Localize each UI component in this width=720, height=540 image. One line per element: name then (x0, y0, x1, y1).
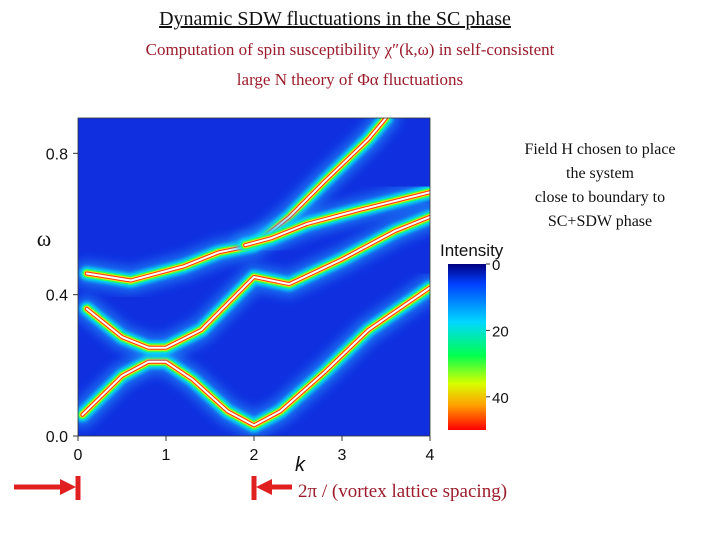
band-3 (232, 179, 430, 259)
spectral-bands (78, 118, 430, 436)
colorbar (448, 264, 486, 430)
y-axis-label: ω (37, 226, 51, 251)
x-tick-label: 2 (250, 447, 259, 464)
note-line: Field H chosen to place (524, 141, 676, 158)
x-axis: 0 1 2 3 4 (74, 436, 435, 464)
x-tick-label: 3 (338, 447, 347, 464)
y-tick-label: 0.0 (46, 429, 68, 446)
right-arrow (251, 476, 292, 500)
y-axis: 0.0 0.4 0.8 (46, 146, 78, 446)
x-axis-label: k (295, 454, 306, 476)
note-line: the system (566, 165, 634, 182)
slide-title: Dynamic SDW fluctuations in the SC phase (159, 8, 511, 30)
colorbar-tick-label: 40 (492, 390, 509, 407)
x-tick-label: 4 (426, 447, 435, 464)
left-arrow (14, 476, 81, 500)
band-0 (78, 274, 430, 436)
band-1 (78, 203, 430, 361)
x-tick-label: 0 (74, 447, 83, 464)
y-tick-label: 0.4 (46, 288, 68, 305)
vortex-spacing-label: 2π / (vortex lattice spacing) (298, 481, 507, 502)
note-line: SC+SDW phase (547, 213, 653, 230)
subtitle-line-2: large N theory of Φα fluctuations (236, 70, 464, 89)
x-tick-label: 1 (162, 447, 171, 464)
colorbar-ticks: 0 20 40 (486, 257, 509, 407)
y-tick-label: 0.8 (46, 146, 68, 163)
subtitle-line-1: Computation of spin susceptibility χ″(k,… (145, 40, 555, 59)
note-line: close to boundary to (534, 189, 666, 206)
field-note: Field H chosen to place the system close… (494, 138, 706, 234)
colorbar-tick-label: 0 (492, 257, 500, 274)
colorbar-tick-label: 20 (492, 323, 509, 340)
colorbar-title: Intensity (440, 241, 504, 260)
